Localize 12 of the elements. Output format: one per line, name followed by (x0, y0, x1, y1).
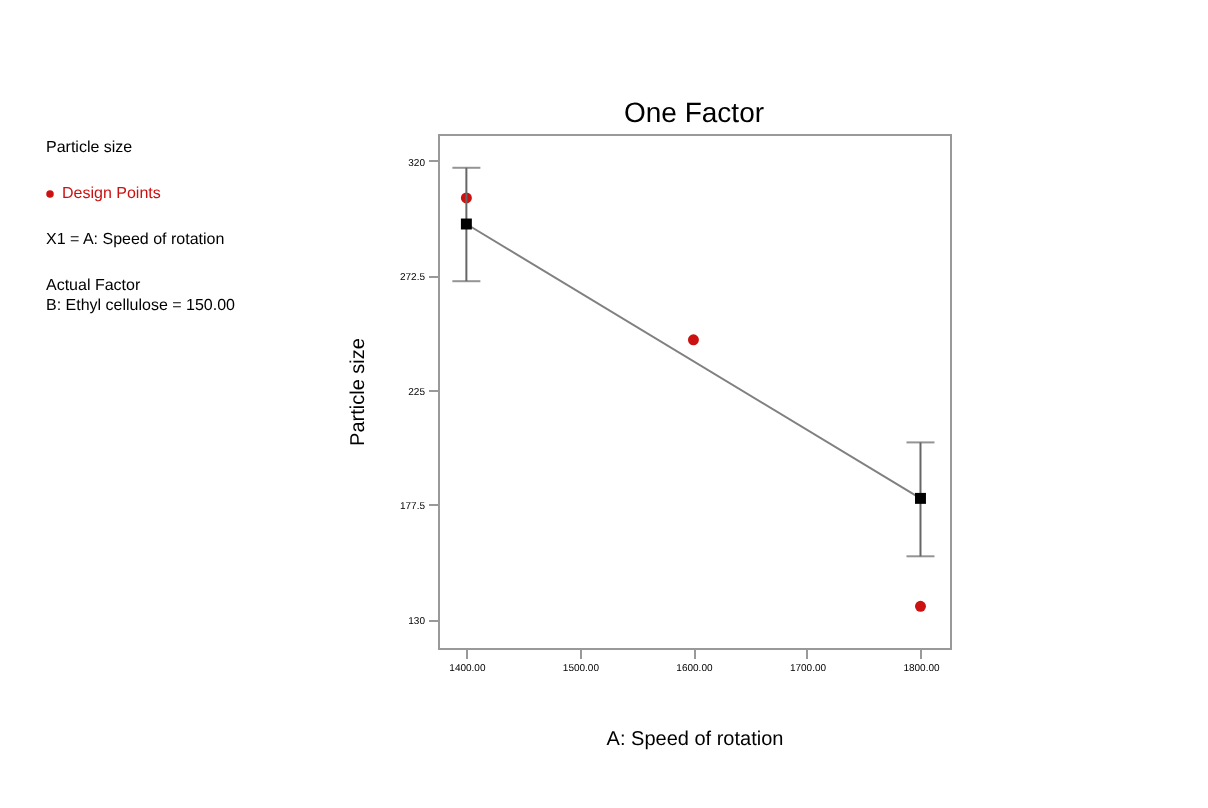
text: Actual Factor (46, 276, 141, 294)
text: X1 = A: Speed of rotation (46, 230, 225, 248)
point (460, 218, 472, 230)
text: B: Ethyl cellulose = 150.00 (46, 296, 237, 314)
y-axis-title: Particle size (347, 337, 370, 446)
chart-title: One Factor (623, 96, 765, 128)
text: Particle size (46, 138, 134, 156)
point (915, 492, 926, 504)
point (687, 334, 699, 346)
legend-label: Design Points (62, 184, 161, 202)
point (915, 600, 926, 612)
x-axis-title: A: Speed of rotation (606, 729, 784, 751)
